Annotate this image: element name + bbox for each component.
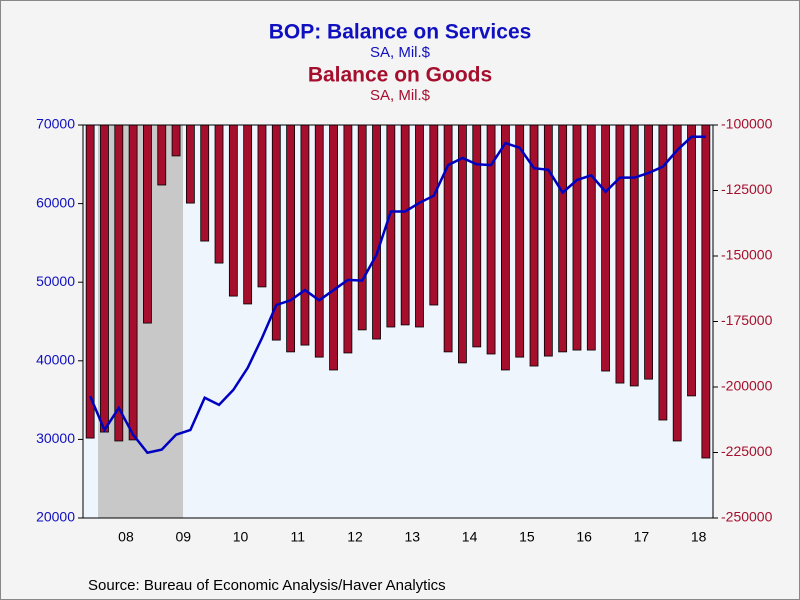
bar: [400, 124, 410, 326]
y-tick-label: 20000: [36, 509, 75, 525]
y2-tick-label: -125000: [721, 181, 773, 197]
chart-title: BOP: Balance on Services: [269, 21, 532, 44]
plot-border: [82, 124, 714, 519]
bar: [443, 124, 453, 353]
source-note: Source: Bureau of Economic Analysis/Have…: [88, 577, 446, 594]
bar: [687, 124, 696, 397]
bar: [543, 124, 553, 357]
x-tick-label: 11: [290, 529, 305, 545]
bar: [529, 124, 539, 367]
bar: [644, 124, 653, 380]
x-tick-label: 18: [691, 529, 707, 545]
bar: [500, 124, 510, 371]
y-tick-label: 70000: [36, 116, 75, 132]
y2-tick-label: -100000: [721, 116, 773, 132]
bar: [372, 124, 381, 340]
bar: [214, 124, 224, 264]
bar: [128, 124, 138, 441]
bar: [171, 124, 181, 157]
x-tick-label: 14: [462, 529, 478, 545]
bar: [185, 124, 195, 204]
x-tick-label: 12: [347, 529, 363, 545]
y2-tick-label: -200000: [721, 378, 773, 394]
x-tick-label: 09: [175, 529, 191, 545]
bar: [515, 124, 525, 358]
bar: [243, 124, 253, 305]
y2-tick-label: -150000: [721, 247, 773, 263]
bar: [200, 124, 210, 242]
chart-title-2: Balance on Goods: [308, 64, 492, 87]
bar: [415, 124, 424, 328]
bar: [314, 124, 324, 358]
bar: [701, 124, 711, 459]
x-tick-label: 15: [519, 529, 535, 545]
bar: [329, 124, 338, 371]
bar: [672, 124, 682, 442]
line: [89, 135, 706, 455]
bar: [228, 124, 238, 297]
y-tick-label: 50000: [36, 273, 75, 289]
y-tick-label: 40000: [36, 352, 75, 368]
bar: [586, 124, 596, 351]
x-tick-label: 13: [405, 529, 421, 545]
bar: [157, 124, 167, 186]
bar: [357, 124, 367, 331]
y2-tick-label: -225000: [721, 443, 773, 459]
bar: [114, 124, 124, 442]
bar: [85, 124, 95, 439]
bar: [286, 124, 296, 353]
bar: [601, 124, 611, 372]
bar: [100, 124, 109, 433]
x-tick-label: 16: [576, 529, 592, 545]
chart-subtitle-2: SA, Mil.$: [370, 87, 431, 104]
bar: [386, 124, 396, 328]
x-tick-label: 10: [233, 529, 249, 545]
bar: [143, 124, 152, 324]
bar: [343, 124, 353, 354]
x-tick-label: 17: [634, 529, 650, 545]
bar: [615, 124, 625, 384]
y2-tick-label: -175000: [721, 312, 773, 328]
x-tick-label: 08: [118, 529, 134, 545]
bar: [257, 124, 267, 288]
y-tick-label: 60000: [36, 194, 75, 210]
bar: [300, 124, 310, 346]
bar: [629, 124, 639, 387]
bar: [558, 124, 568, 353]
y-tick-label: 30000: [36, 430, 75, 446]
bar: [572, 124, 582, 351]
bar: [429, 124, 439, 306]
y2-tick-label: -250000: [721, 509, 773, 525]
bar: [472, 124, 482, 348]
chart-subtitle: SA, Mil.$: [370, 44, 431, 61]
recession-shading: [98, 125, 183, 518]
